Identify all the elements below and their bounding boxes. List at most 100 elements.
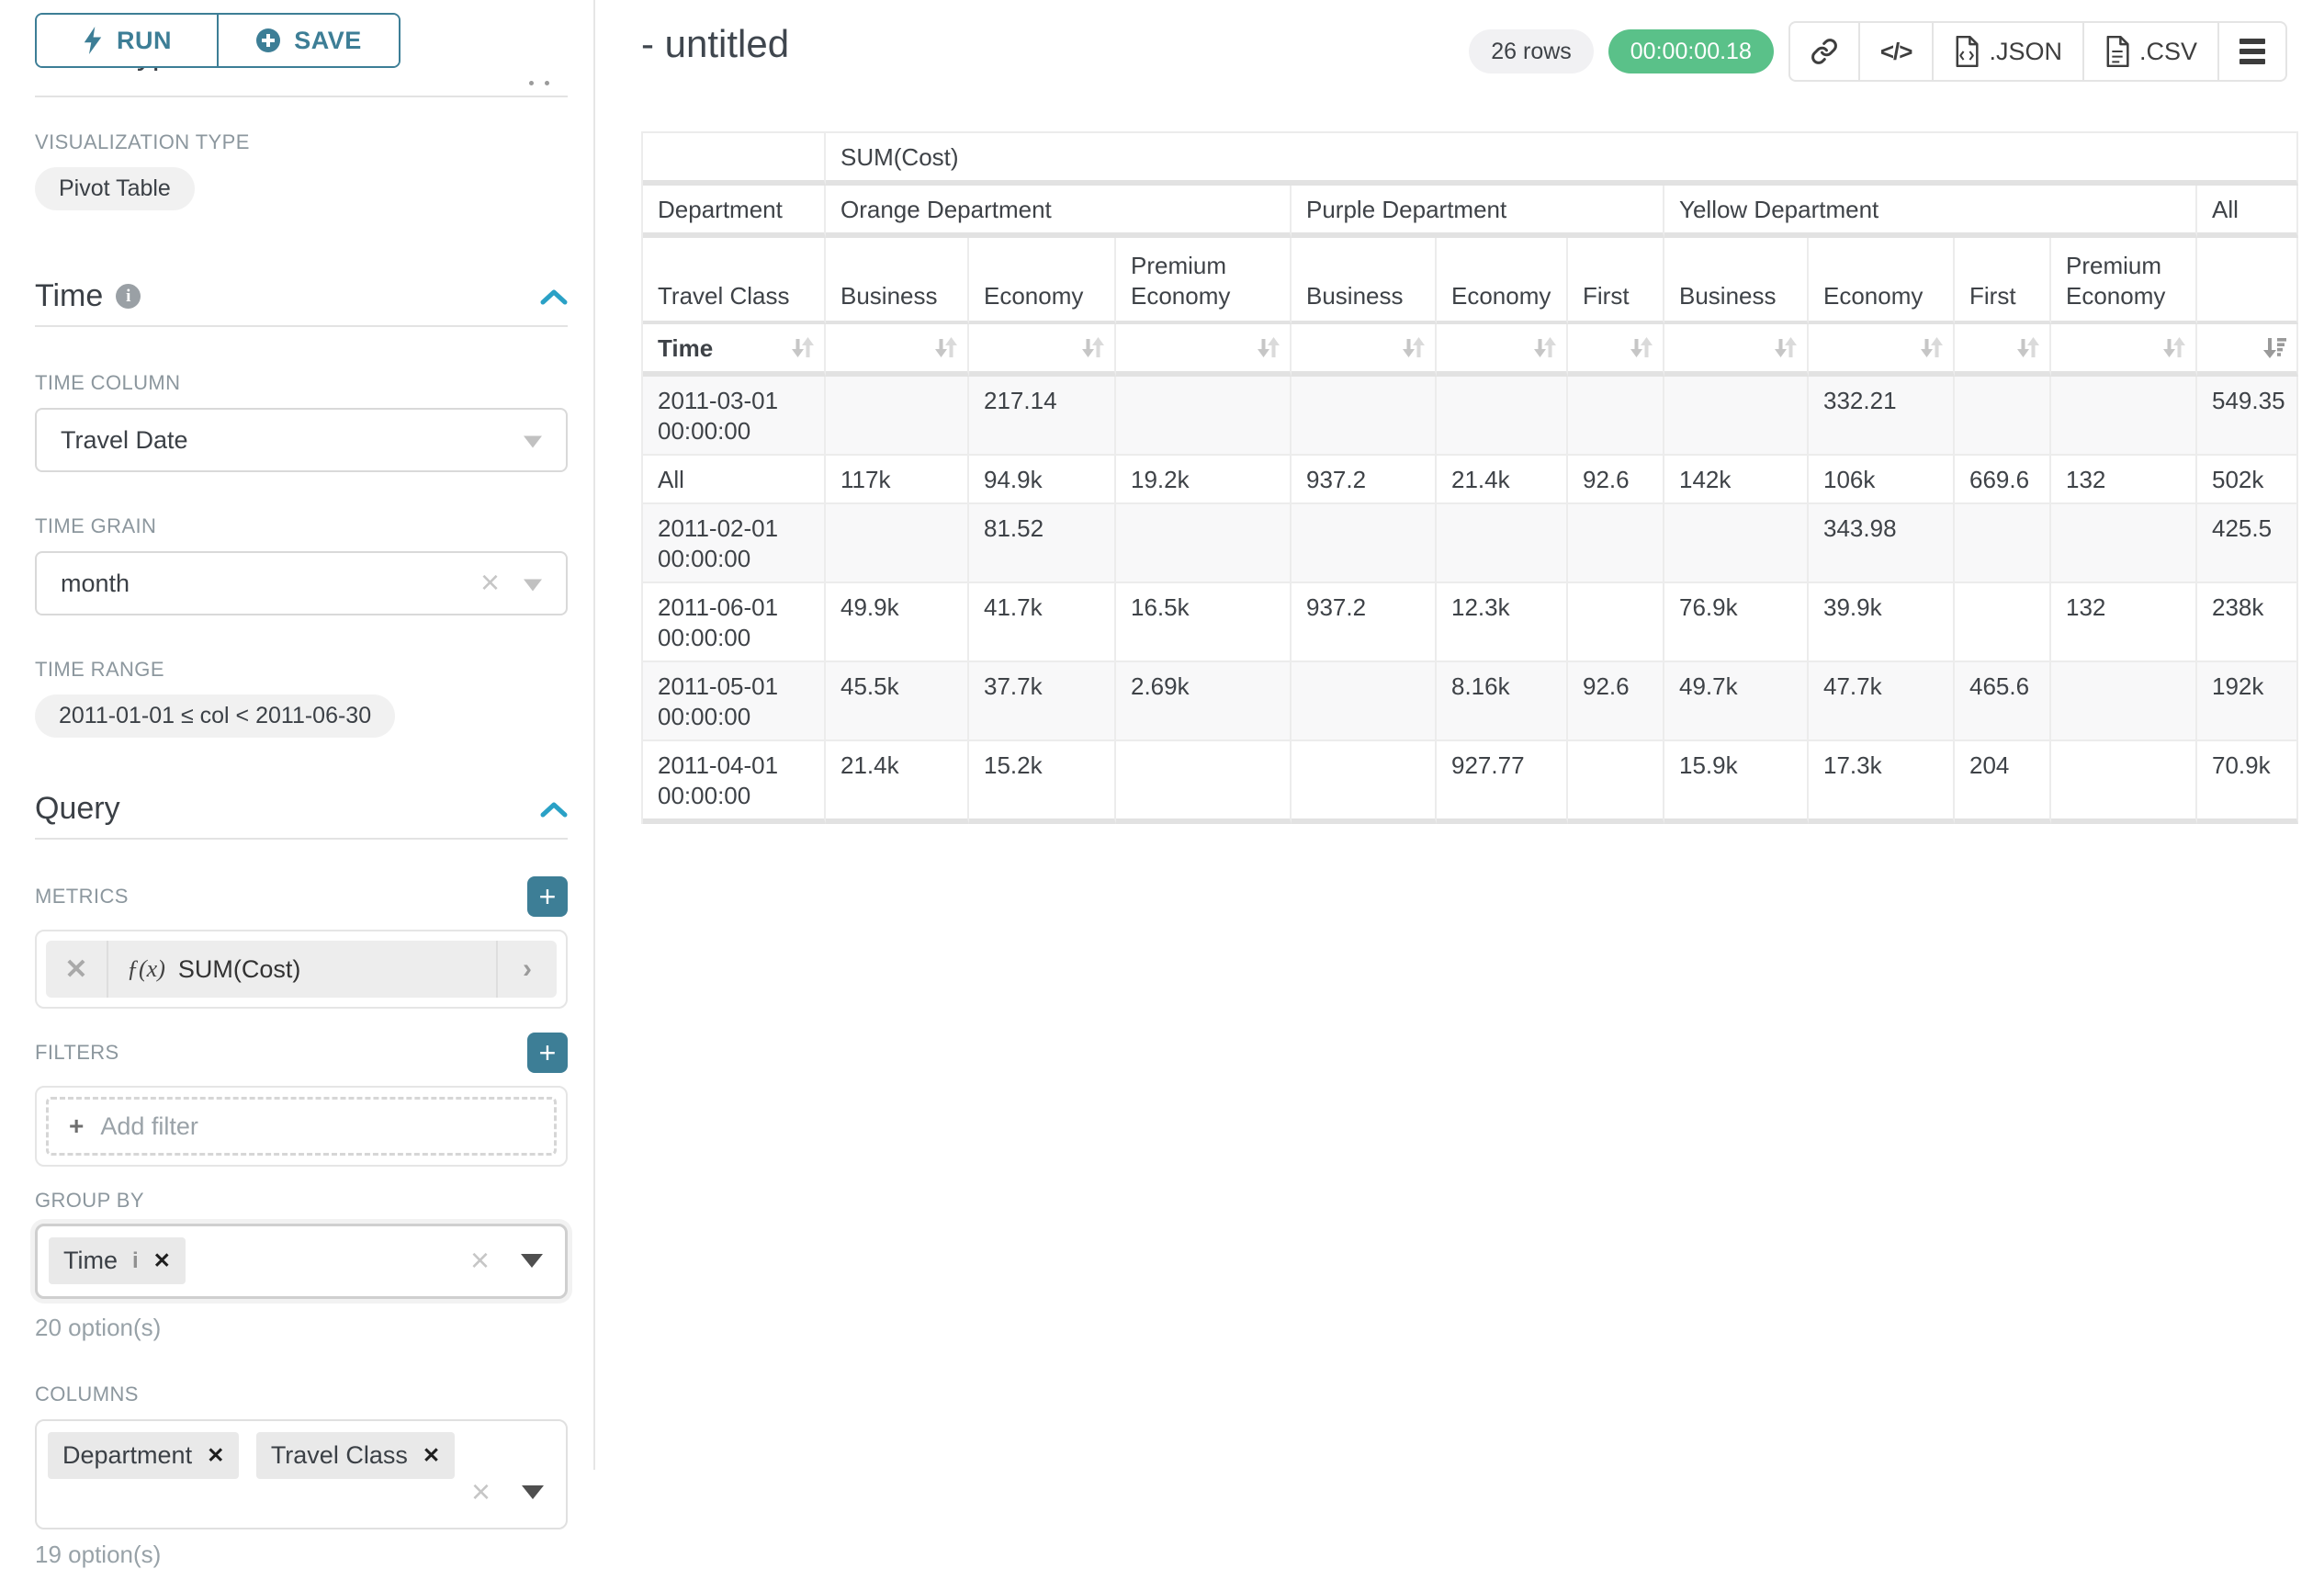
columns-tag-department[interactable]: Department ✕ <box>48 1432 240 1479</box>
chevron-down-icon[interactable] <box>522 1484 544 1499</box>
time-range-pill[interactable]: 2011-01-01 ≤ col < 2011-06-30 <box>35 694 396 738</box>
remove-tag-icon[interactable]: ✕ <box>152 1248 171 1272</box>
pivot-cell: 549.35 <box>2197 377 2298 456</box>
menu-button[interactable] <box>2217 23 2285 80</box>
chevron-up-icon[interactable] <box>540 801 568 818</box>
pivot-cell <box>826 377 969 456</box>
pivot-cell: 92.6 <box>1568 456 1664 504</box>
csv-file-icon <box>2106 36 2129 67</box>
add-metric-button[interactable]: + <box>527 876 568 917</box>
pivot-row-label[interactable]: 2011-04-01 00:00:00 <box>643 741 826 824</box>
pivot-class-header[interactable]: Business <box>826 238 969 324</box>
pivot-class-header[interactable]: Premium Economy <box>2051 238 2197 324</box>
pivot-sort-header[interactable] <box>2197 324 2298 377</box>
pivot-class-header[interactable]: First <box>1955 238 2051 324</box>
pivot-row: 2011-06-01 00:00:00 49.9k 41.7k 16.5k 937.2 1… <box>643 583 2298 662</box>
sort-icon[interactable] <box>1630 336 1653 359</box>
viz-type-pill[interactable]: Pivot Table <box>35 167 195 210</box>
export-csv-button[interactable]: .CSV <box>2081 23 2217 80</box>
time-column-select[interactable]: Travel Date <box>35 408 568 472</box>
pivot-sort-header[interactable] <box>1116 324 1292 377</box>
save-button-label: SAVE <box>294 26 362 54</box>
pivot-group-header[interactable]: All <box>2197 186 2298 238</box>
chart-title[interactable]: - untitled <box>641 22 790 65</box>
remove-metric-icon[interactable]: ✕ <box>46 941 108 998</box>
pivot-class-header[interactable] <box>2197 238 2298 324</box>
pivot-sort-header[interactable] <box>969 324 1116 377</box>
sort-icon[interactable] <box>1402 336 1426 359</box>
pivot-class-header[interactable]: Premium Economy <box>1116 238 1292 324</box>
chevron-right-icon[interactable]: › <box>496 941 557 998</box>
pivot-sort-header[interactable] <box>1437 324 1568 377</box>
pivot-sort-header[interactable] <box>2051 324 2197 377</box>
group-by-select[interactable]: Time i ✕ × <box>35 1224 568 1299</box>
pivot-sort-header[interactable] <box>1292 324 1437 377</box>
clear-icon[interactable]: × <box>470 1473 491 1510</box>
pivot-row-label[interactable]: 2011-06-01 00:00:00 <box>643 583 826 662</box>
pivot-cell: 937.2 <box>1292 456 1437 504</box>
pivot-sort-header[interactable] <box>1568 324 1664 377</box>
sort-icon[interactable] <box>1920 336 1944 359</box>
pivot-cell <box>1568 583 1664 662</box>
pivot-class-header[interactable]: Economy <box>1809 238 1955 324</box>
plus-icon: + <box>69 1112 85 1140</box>
time-grain-select[interactable]: month × <box>35 551 568 615</box>
pivot-class-header[interactable]: First <box>1568 238 1664 324</box>
chevron-up-icon[interactable] <box>540 288 568 305</box>
export-json-button[interactable]: .JSON <box>1932 23 2082 80</box>
run-save-button-group: RUN SAVE <box>35 13 400 68</box>
save-button[interactable]: SAVE <box>217 15 399 66</box>
pivot-class-header[interactable]: Business <box>1292 238 1437 324</box>
sort-icon[interactable] <box>934 336 958 359</box>
columns-select[interactable]: Department ✕ Travel Class ✕ × <box>35 1419 568 1529</box>
pivot-row-label[interactable]: 2011-03-01 00:00:00 <box>643 377 826 456</box>
chevron-down-icon[interactable] <box>521 1253 543 1268</box>
time-range-label: TIME RANGE <box>35 658 164 681</box>
sort-icon[interactable] <box>2162 336 2186 359</box>
sort-icon[interactable] <box>1081 336 1105 359</box>
sort-icon[interactable] <box>2016 336 2040 359</box>
sort-icon[interactable] <box>1774 336 1798 359</box>
pivot-row-label[interactable]: 2011-02-01 00:00:00 <box>643 504 826 583</box>
sort-icon[interactable] <box>791 336 815 359</box>
pivot-cell <box>2051 504 2197 583</box>
pivot-sort-header[interactable] <box>1955 324 2051 377</box>
pivot-sort-header[interactable] <box>1664 324 1809 377</box>
remove-tag-icon[interactable]: ✕ <box>422 1443 441 1467</box>
export-csv-label: .CSV <box>2138 37 2197 65</box>
run-button[interactable]: RUN <box>37 15 217 66</box>
filters-box: + Add filter <box>35 1086 568 1167</box>
pivot-sort-header[interactable] <box>1809 324 1955 377</box>
clear-icon[interactable]: × <box>479 563 500 602</box>
query-section-header: Query <box>35 791 568 827</box>
group-by-tag-time[interactable]: Time i ✕ <box>49 1237 186 1284</box>
pivot-cell: 238k <box>2197 583 2298 662</box>
remove-tag-icon[interactable]: ✕ <box>207 1443 225 1467</box>
columns-tag-travel-class[interactable]: Travel Class ✕ <box>255 1432 456 1479</box>
add-filter-button[interactable]: + Add filter <box>46 1097 557 1156</box>
pivot-row-dim-header[interactable]: Time <box>643 324 826 377</box>
embed-code-button[interactable]: </> <box>1857 23 1933 80</box>
pivot-row: 2011-04-01 00:00:00 21.4k 15.2k 927.77 15.9k… <box>643 741 2298 824</box>
pivot-row-label[interactable]: All <box>643 456 826 504</box>
pivot-cell: 204 <box>1955 741 2051 824</box>
pivot-cell <box>1955 504 2051 583</box>
pivot-group-header[interactable]: Purple Department <box>1292 186 1664 238</box>
clear-icon[interactable]: × <box>469 1241 490 1279</box>
pivot-class-header[interactable]: Economy <box>969 238 1116 324</box>
copy-link-button[interactable] <box>1790 23 1858 80</box>
sort-icon[interactable] <box>1533 336 1557 359</box>
pivot-row-label[interactable]: 2011-05-01 00:00:00 <box>643 662 826 741</box>
pivot-class-header[interactable]: Business <box>1664 238 1809 324</box>
pivot-sort-header[interactable] <box>826 324 969 377</box>
metric-pill[interactable]: ✕ ƒ(x) SUM(Cost) › <box>46 941 557 998</box>
code-icon: </> <box>1879 37 1913 65</box>
group-by-options-hint: 20 option(s) <box>35 1314 162 1341</box>
sort-icon[interactable] <box>1257 336 1280 359</box>
pivot-cell <box>1116 504 1292 583</box>
add-filter-plus-button[interactable]: + <box>527 1033 568 1073</box>
pivot-group-header[interactable]: Orange Department <box>826 186 1292 238</box>
pivot-group-header[interactable]: Yellow Department <box>1664 186 2197 238</box>
sort-desc-active-icon[interactable] <box>2262 337 2287 359</box>
pivot-class-header[interactable]: Economy <box>1437 238 1568 324</box>
